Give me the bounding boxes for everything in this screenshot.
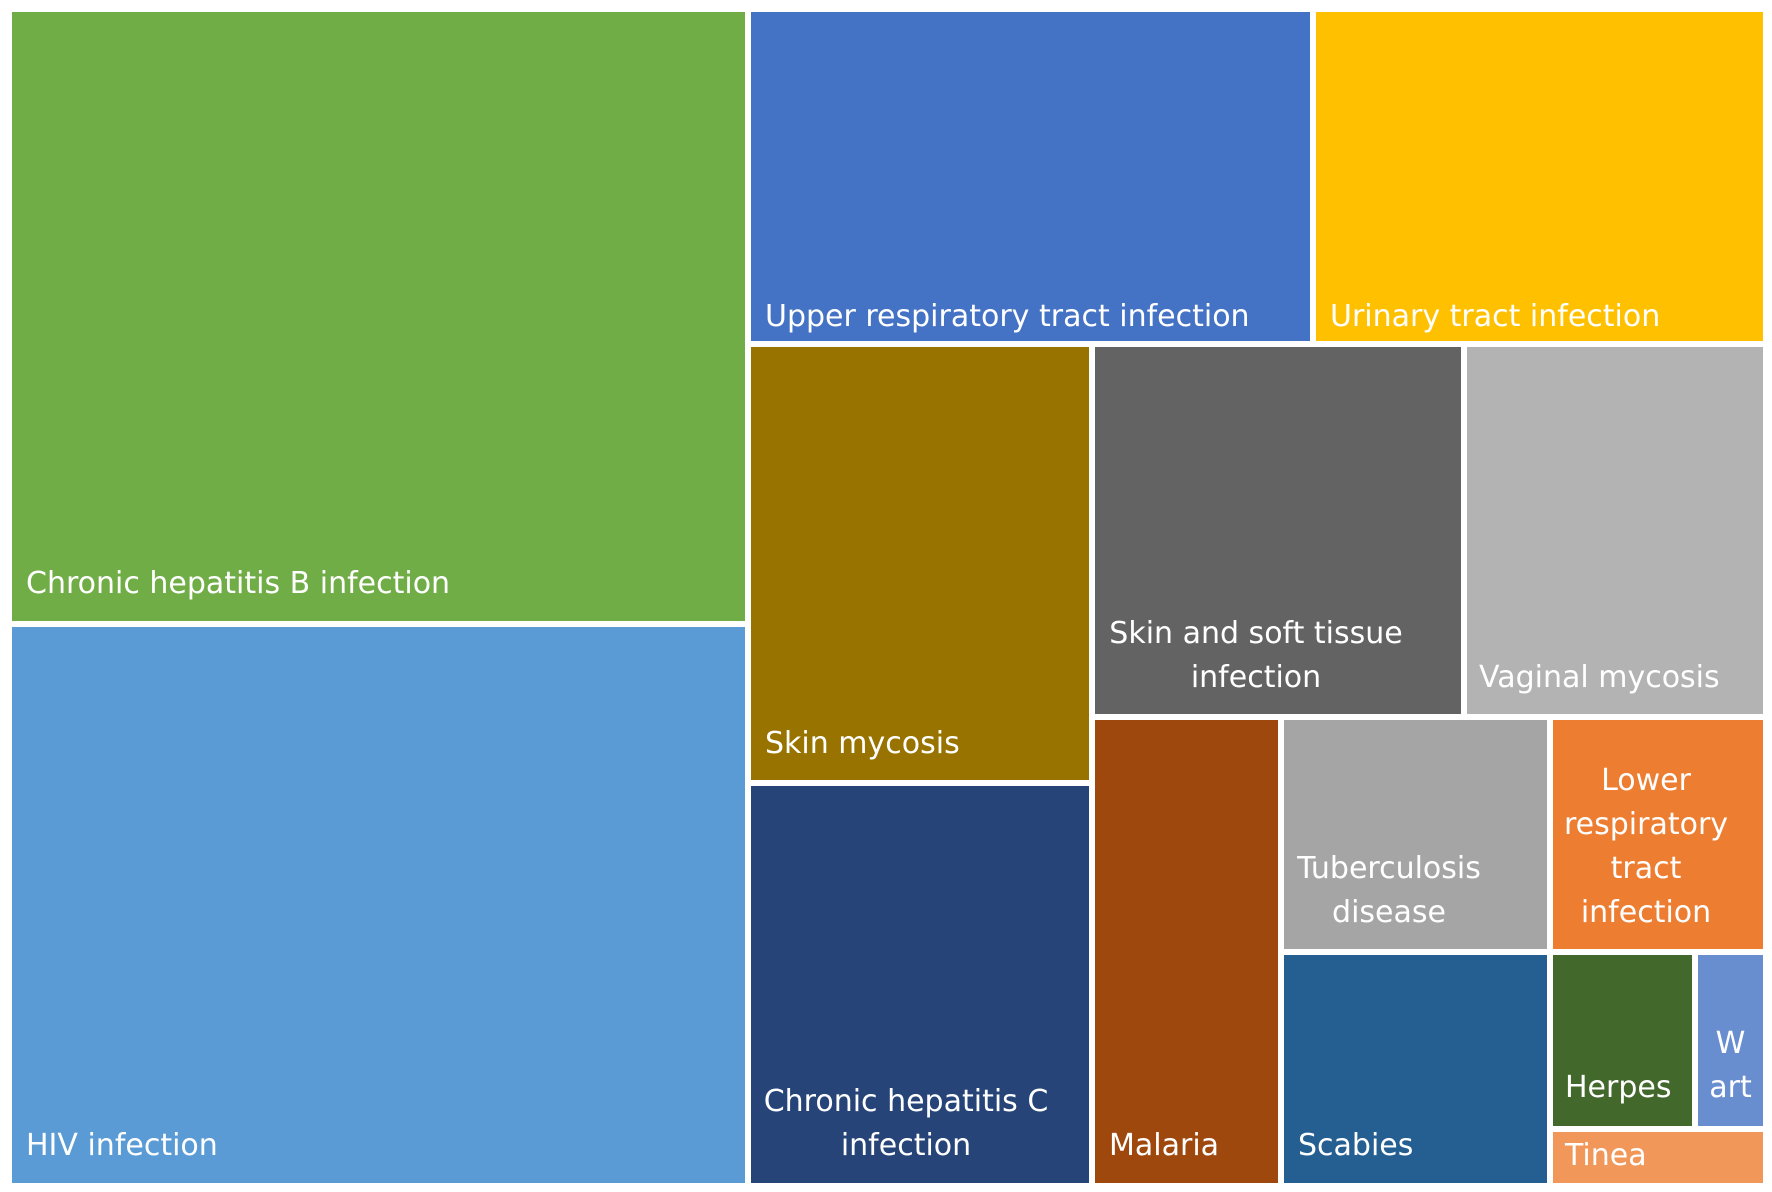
tile-label: Tinea	[1565, 1138, 1647, 1173]
tile-label: Lower respiratory tract infection	[1563, 763, 1729, 930]
tile-chronic-hepatitis-c-infection: Chronic hepatitis C infection	[751, 786, 1089, 1183]
tile-label: Malaria	[1109, 1128, 1220, 1163]
tile-chronic-hepatitis-b-infection: Chronic hepatitis B infection	[12, 12, 745, 621]
tile-tuberculosis-disease: Tuberculosis disease	[1284, 720, 1547, 949]
tile-label: Urinary tract infection	[1330, 299, 1661, 334]
tile-skin-mycosis: Skin mycosis	[751, 347, 1089, 780]
tile-label: Scabies	[1298, 1128, 1414, 1163]
tile-label: Herpes	[1565, 1070, 1672, 1105]
tile-label: Tuberculosis disease	[1297, 851, 1481, 930]
tile-label: Upper respiratory tract infection	[765, 299, 1250, 334]
tile-label: W art	[1709, 1026, 1752, 1105]
tile-vaginal-mycosis: Vaginal mycosis	[1467, 347, 1763, 714]
tile-label: HIV infection	[26, 1128, 218, 1163]
tile-label: Chronic hepatitis B infection	[26, 566, 451, 601]
tile-scabies: Scabies	[1284, 955, 1547, 1183]
tile-hiv-infection: HIV infection	[12, 627, 745, 1183]
tile-label: Skin mycosis	[765, 726, 960, 761]
tile-herpes: Herpes	[1553, 955, 1692, 1126]
tile-tinea: Tinea	[1553, 1132, 1763, 1183]
tile-lower-respiratory-tract-infection: Lower respiratory tract infection	[1553, 720, 1763, 949]
tile-label: Chronic hepatitis C infection	[763, 1084, 1049, 1163]
tile-label: Skin and soft tissue infection	[1109, 616, 1403, 695]
tile-skin-and-soft-tissue-infection: Skin and soft tissue infection	[1095, 347, 1461, 714]
tile-upper-respiratory-tract-infection: Upper respiratory tract infection	[751, 12, 1310, 341]
tile-malaria: Malaria	[1095, 720, 1278, 1183]
tile-label: Vaginal mycosis	[1479, 660, 1720, 695]
tile-urinary-tract-infection: Urinary tract infection	[1316, 12, 1763, 341]
tile-w-art: W art	[1698, 955, 1763, 1126]
